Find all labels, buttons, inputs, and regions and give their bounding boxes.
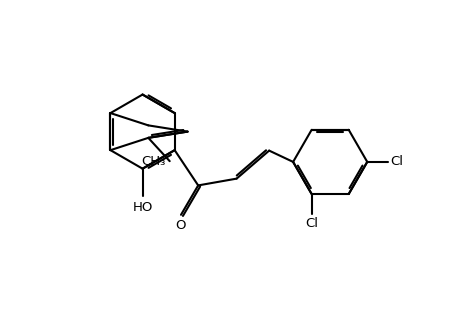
Text: Cl: Cl — [305, 217, 318, 230]
Text: Cl: Cl — [390, 156, 403, 168]
Text: O: O — [176, 219, 186, 232]
Text: HO: HO — [133, 201, 153, 214]
Text: CH₃: CH₃ — [142, 155, 166, 168]
